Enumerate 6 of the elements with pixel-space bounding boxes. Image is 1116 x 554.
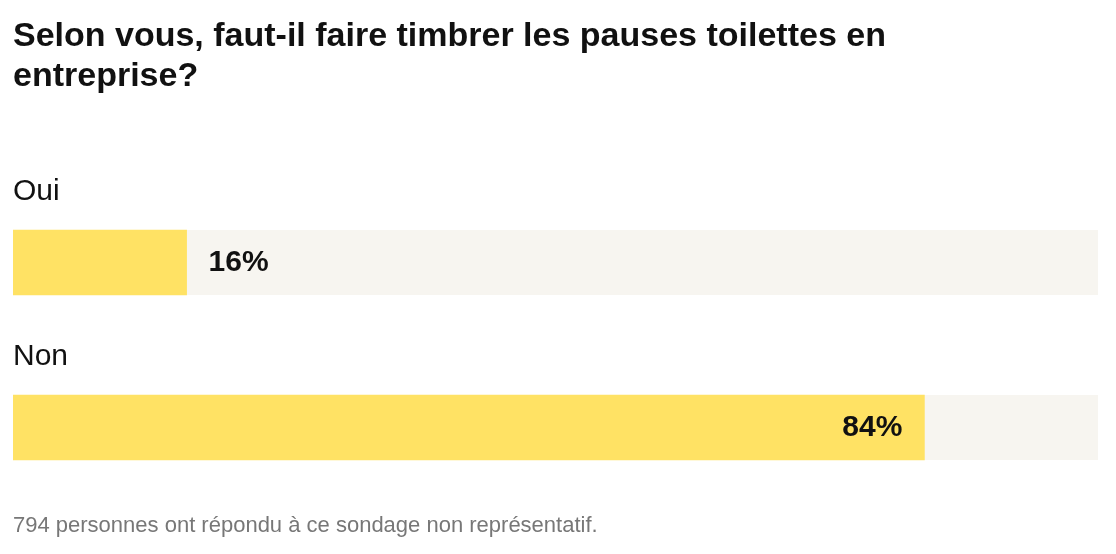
y-tick-label: Non bbox=[13, 338, 69, 371]
chart-title: Selon vous, faut-il faire timbrer les pauses toilettes en entreprise? bbox=[12, 14, 887, 95]
y-tick-label: Oui bbox=[13, 173, 60, 206]
data-label: 16% bbox=[208, 243, 269, 277]
text: 794 personnes ont répondu à ce sondage non représentatif. bbox=[12, 512, 599, 538]
data-label: 84% bbox=[842, 408, 903, 442]
